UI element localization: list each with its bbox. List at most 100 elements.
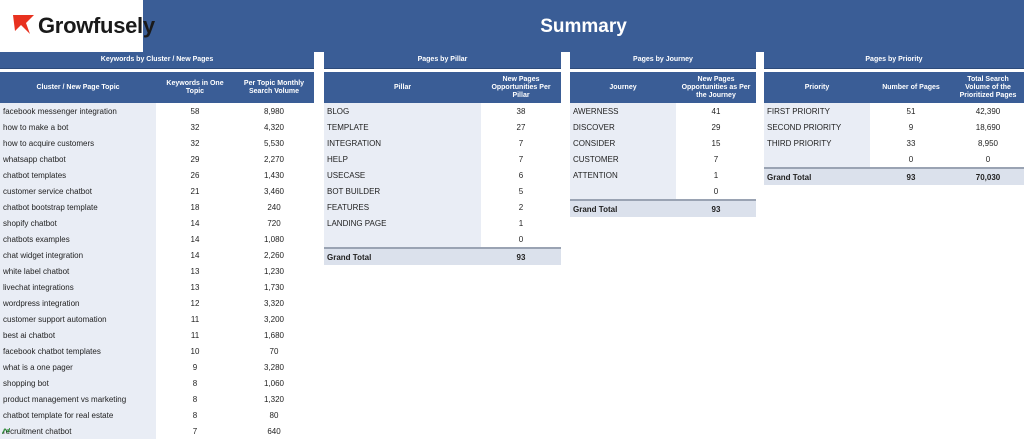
table-row[interactable]: wordpress integration 12 3,320 — [0, 295, 314, 311]
row-label-cell: LANDING PAGE — [324, 215, 481, 231]
table-row[interactable]: shopping bot 8 1,060 — [0, 375, 314, 391]
value-cell: 21 — [190, 186, 200, 196]
row-label-cell: INTEGRATION — [324, 135, 481, 151]
table-row[interactable]: FEATURES 2 — [324, 199, 561, 215]
value-cell: 1 — [518, 218, 524, 228]
table-row[interactable]: white label chatbot 13 1,230 — [0, 263, 314, 279]
row-label-cell: shopping bot — [0, 375, 156, 391]
value-cell: 7 — [192, 426, 198, 436]
value-cell: 18,690 — [975, 122, 1001, 132]
value-cell: 9 — [192, 362, 198, 372]
grand-total-value: 93 — [870, 167, 952, 185]
value-cell: 8 — [192, 410, 198, 420]
row-label-cell: shopify chatbot — [0, 215, 156, 231]
table-row[interactable]: 0 — [570, 183, 756, 200]
table-row[interactable]: how to make a bot 32 4,320 — [0, 119, 314, 135]
table-row[interactable]: CONSIDER 15 — [570, 135, 756, 151]
table-row[interactable]: INTEGRATION 7 — [324, 135, 561, 151]
column-header[interactable]: Number of Pages — [870, 72, 952, 103]
column-header[interactable]: Per Topic Monthly Search Volume — [234, 72, 314, 103]
value-cell: 15 — [711, 138, 721, 148]
value-cell: 10 — [190, 346, 200, 356]
row-label-cell: chatbot template for real estate — [0, 407, 156, 423]
table-row[interactable]: recruitment chatbot 7 640 — [0, 423, 314, 439]
grand-total-label: Grand Total — [764, 167, 870, 185]
explore-corner-icon[interactable] — [2, 428, 10, 434]
value-cell: 2,270 — [263, 154, 285, 164]
table-row[interactable]: 0 — [324, 231, 561, 248]
value-cell: 14 — [190, 250, 200, 260]
grand-total-value: 93 — [481, 247, 561, 265]
table-row[interactable]: chatbot template for real estate 8 80 — [0, 407, 314, 423]
table-row[interactable]: how to acquire customers 32 5,530 — [0, 135, 314, 151]
column-header[interactable]: Cluster / New Page Topic — [0, 72, 156, 103]
table-row[interactable]: BOT BUILDER 5 — [324, 183, 561, 199]
table-row[interactable]: whatsapp chatbot 29 2,270 — [0, 151, 314, 167]
logo-text: Growfusely — [38, 13, 155, 38]
table-row[interactable]: best ai chatbot 11 1,680 — [0, 327, 314, 343]
table-row[interactable]: chatbots examples 14 1,080 — [0, 231, 314, 247]
table-row[interactable]: AWERNESS 41 — [570, 103, 756, 119]
value-cell: 13 — [190, 266, 200, 276]
arrow-logo-icon — [13, 15, 34, 34]
row-label-cell: facebook messenger integration — [0, 103, 156, 119]
value-cell: 51 — [906, 106, 916, 116]
table-row[interactable]: THIRD PRIORITY 33 8,950 — [764, 135, 1024, 151]
value-cell: 33 — [906, 138, 916, 148]
value-cell: 8,950 — [977, 138, 999, 148]
journey-table: Journey New Pages Opportunities as Per t… — [570, 72, 756, 217]
row-label-cell: USECASE — [324, 167, 481, 183]
table-row[interactable]: chat widget integration 14 2,260 — [0, 247, 314, 263]
value-cell: 11 — [190, 330, 200, 340]
table-row[interactable]: product management vs marketing 8 1,320 — [0, 391, 314, 407]
table-row[interactable]: HELP 7 — [324, 151, 561, 167]
value-cell: 1,320 — [263, 394, 285, 404]
table-row[interactable]: CUSTOMER 7 — [570, 151, 756, 167]
value-cell: 0 — [985, 154, 991, 164]
table-row[interactable]: LANDING PAGE 1 — [324, 215, 561, 231]
table-row[interactable]: facebook chatbot templates 10 70 — [0, 343, 314, 359]
table-row[interactable]: SECOND PRIORITY 9 18,690 — [764, 119, 1024, 135]
column-header[interactable]: Priority — [764, 72, 870, 103]
table-row[interactable]: customer service chatbot 21 3,460 — [0, 183, 314, 199]
table-row[interactable]: what is a one pager 9 3,280 — [0, 359, 314, 375]
grand-total-value: 70,030 — [952, 167, 1024, 185]
column-header[interactable]: New Pages Opportunities Per Pillar — [481, 72, 561, 103]
table-row[interactable]: DISCOVER 29 — [570, 119, 756, 135]
table-row[interactable]: USECASE 6 — [324, 167, 561, 183]
table-row[interactable]: chatbot bootstrap template 18 240 — [0, 199, 314, 215]
table-row[interactable]: ATTENTION 1 — [570, 167, 756, 183]
column-header[interactable]: Total Search Volume of the Prioritized P… — [952, 72, 1024, 103]
column-header[interactable]: Keywords in One Topic — [156, 72, 234, 103]
value-cell: 14 — [190, 234, 200, 244]
row-label-cell: HELP — [324, 151, 481, 167]
column-header[interactable]: New Pages Opportunities as Per the Journ… — [676, 72, 756, 103]
value-cell: 3,460 — [263, 186, 285, 196]
row-label-cell: chat widget integration — [0, 247, 156, 263]
value-cell: 640 — [267, 426, 281, 436]
value-cell: 13 — [190, 282, 200, 292]
value-cell: 42,390 — [975, 106, 1001, 116]
table-row[interactable]: customer support automation 11 3,200 — [0, 311, 314, 327]
column-header[interactable]: Pillar — [324, 72, 481, 103]
keywords-table-body: facebook messenger integration 58 8,980 how… — [0, 103, 314, 439]
pages-by-pillar-panel: Pages by Pillar Pillar New Pages Opportu… — [324, 52, 561, 265]
table-row[interactable]: shopify chatbot 14 720 — [0, 215, 314, 231]
value-cell: 0 — [908, 154, 914, 164]
table-row[interactable]: TEMPLATE 27 — [324, 119, 561, 135]
priority-table: Priority Number of Pages Total Search Vo… — [764, 72, 1024, 185]
value-cell: 7 — [713, 154, 719, 164]
panel-title: Pages by Pillar — [324, 52, 561, 69]
table-row[interactable]: FIRST PRIORITY 51 42,390 — [764, 103, 1024, 119]
value-cell: 240 — [267, 202, 281, 212]
row-label-cell — [324, 231, 481, 248]
table-row[interactable]: BLOG 38 — [324, 103, 561, 119]
table-row[interactable]: facebook messenger integration 58 8,980 — [0, 103, 314, 119]
column-header[interactable]: Journey — [570, 72, 676, 103]
table-row[interactable]: chatbot templates 26 1,430 — [0, 167, 314, 183]
table-header-row: Cluster / New Page Topic Keywords in One… — [0, 72, 314, 103]
row-label-cell: DISCOVER — [570, 119, 676, 135]
row-label-cell: how to acquire customers — [0, 135, 156, 151]
table-row[interactable]: livechat integrations 13 1,730 — [0, 279, 314, 295]
